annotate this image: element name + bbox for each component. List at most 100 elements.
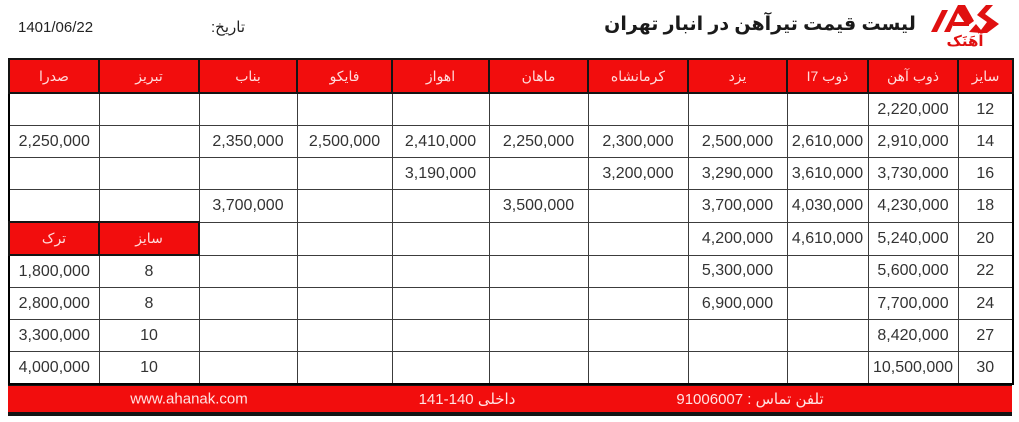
- price-cell: 2,800,000: [8, 287, 100, 320]
- table-row: 12 2,220,000: [8, 92, 1014, 126]
- price-cell: [198, 254, 298, 288]
- price-cell: [587, 287, 689, 320]
- price-cell: 10: [98, 319, 200, 352]
- price-cell: 1,800,000: [8, 254, 100, 288]
- sub-table-header: ترک: [8, 221, 100, 256]
- price-cell: [488, 92, 589, 126]
- price-cell: [587, 189, 689, 223]
- price-cell: 7,700,000: [867, 287, 959, 320]
- price-cell: [391, 189, 490, 223]
- price-cell: 3,500,000: [488, 189, 589, 223]
- price-cell: [296, 189, 393, 223]
- price-cell: [198, 351, 298, 385]
- table-row: 14 2,910,000 2,610,000 2,500,000 2,300,000 2,…: [8, 125, 1014, 158]
- column-header-bonab: بناب: [198, 58, 298, 94]
- size-cell: 24: [957, 287, 1014, 320]
- price-cell: [587, 254, 689, 288]
- price-cell: [296, 351, 393, 385]
- price-cell: [587, 319, 689, 352]
- price-cell: 3,730,000: [867, 157, 959, 190]
- date-label: تاریخ:: [211, 19, 246, 36]
- price-cell: 2,250,000: [488, 125, 589, 158]
- contact-phone: تلفن تماس : 91006007: [676, 391, 824, 408]
- table-row: 27 8,420,000 10 3,300,000: [8, 319, 1014, 352]
- price-cell: 4,200,000: [687, 221, 788, 256]
- price-cell: [391, 92, 490, 126]
- column-header-ahvaz: اهواز: [391, 58, 490, 94]
- price-cell: [786, 287, 869, 320]
- column-header-zob_ahan: ذوب آهن: [867, 58, 959, 94]
- size-cell: 18: [957, 189, 1014, 223]
- size-cell: 16: [957, 157, 1014, 190]
- price-cell: [198, 319, 298, 352]
- price-cell: 2,610,000: [786, 125, 869, 158]
- logo-text: آهَنَک: [946, 33, 984, 50]
- table-row: 20 5,240,000 4,610,000 4,200,000 سایز ترک: [8, 221, 1014, 256]
- price-cell: [488, 287, 589, 320]
- size-cell: 12: [957, 92, 1014, 126]
- price-cell: [687, 319, 788, 352]
- price-cell: 8: [98, 254, 200, 288]
- price-cell: [786, 351, 869, 385]
- price-cell: 2,250,000: [8, 125, 100, 158]
- price-cell: 8,420,000: [867, 319, 959, 352]
- price-cell: 2,500,000: [296, 125, 393, 158]
- column-header-tabriz: تبریز: [98, 58, 200, 94]
- price-cell: [391, 254, 490, 288]
- price-cell: 2,500,000: [687, 125, 788, 158]
- price-cell: [488, 254, 589, 288]
- price-cell: [488, 157, 589, 190]
- price-cell: 2,410,000: [391, 125, 490, 158]
- price-cell: [296, 221, 393, 256]
- price-cell: [198, 287, 298, 320]
- price-cell: [296, 92, 393, 126]
- price-cell: 3,610,000: [786, 157, 869, 190]
- price-cell: [587, 92, 689, 126]
- column-header-mahan: ماهان: [488, 58, 589, 94]
- page-title: لیست قیمت تیرآهن در انبار تهران: [604, 14, 916, 35]
- company-logo: آهَنَک: [925, 2, 1005, 51]
- price-cell: [391, 319, 490, 352]
- date-value: 1401/06/22: [18, 19, 94, 36]
- price-cell: [8, 189, 100, 223]
- column-header-yazd: یزد: [687, 58, 788, 94]
- footer-bar: www.ahanak.com داخلی 140-141 تلفن تماس :…: [8, 385, 1012, 416]
- price-cell: [198, 221, 298, 256]
- price-cell: [8, 157, 100, 190]
- sub-table-header: سایز: [98, 221, 200, 256]
- price-cell: 2,220,000: [867, 92, 959, 126]
- price-cell: 3,200,000: [587, 157, 689, 190]
- price-cell: [488, 319, 589, 352]
- price-cell: [786, 254, 869, 288]
- price-cell: [587, 351, 689, 385]
- price-cell: [296, 287, 393, 320]
- column-header-fayko: فایکو: [296, 58, 393, 94]
- price-cell: 3,700,000: [198, 189, 298, 223]
- price-cell: 3,290,000: [687, 157, 788, 190]
- column-header-sadra: صدرا: [8, 58, 100, 94]
- price-cell: 3,700,000: [687, 189, 788, 223]
- price-cell: [587, 221, 689, 256]
- price-cell: [296, 157, 393, 190]
- table-row: 18 4,230,000 4,030,000 3,700,000 3,500,000 3,…: [8, 189, 1014, 223]
- price-cell: [296, 319, 393, 352]
- price-cell: [198, 157, 298, 190]
- column-header-zob_i7: ذوب I7: [786, 58, 869, 94]
- price-table: سایز ذوب آهن ذوب I7 یزد کرمانشاه ماهان اهواز فا…: [8, 58, 1014, 385]
- price-cell: 8: [98, 287, 200, 320]
- price-cell: 4,610,000: [786, 221, 869, 256]
- size-cell: 22: [957, 254, 1014, 288]
- header-row: سایز ذوب آهن ذوب I7 یزد کرمانشاه ماهان اهواز فا…: [8, 58, 1014, 94]
- price-cell: [296, 254, 393, 288]
- price-cell: [98, 92, 200, 126]
- price-cell: 10: [98, 351, 200, 385]
- price-cell: 5,600,000: [867, 254, 959, 288]
- column-header-kermanshah: کرمانشاه: [587, 58, 689, 94]
- column-header-size: سایز: [957, 58, 1014, 94]
- price-cell: [98, 125, 200, 158]
- price-cell: 4,000,000: [8, 351, 100, 385]
- price-cell: 5,240,000: [867, 221, 959, 256]
- ahanak-logo-icon: [925, 2, 1005, 34]
- price-cell: [786, 92, 869, 126]
- price-cell: 2,300,000: [587, 125, 689, 158]
